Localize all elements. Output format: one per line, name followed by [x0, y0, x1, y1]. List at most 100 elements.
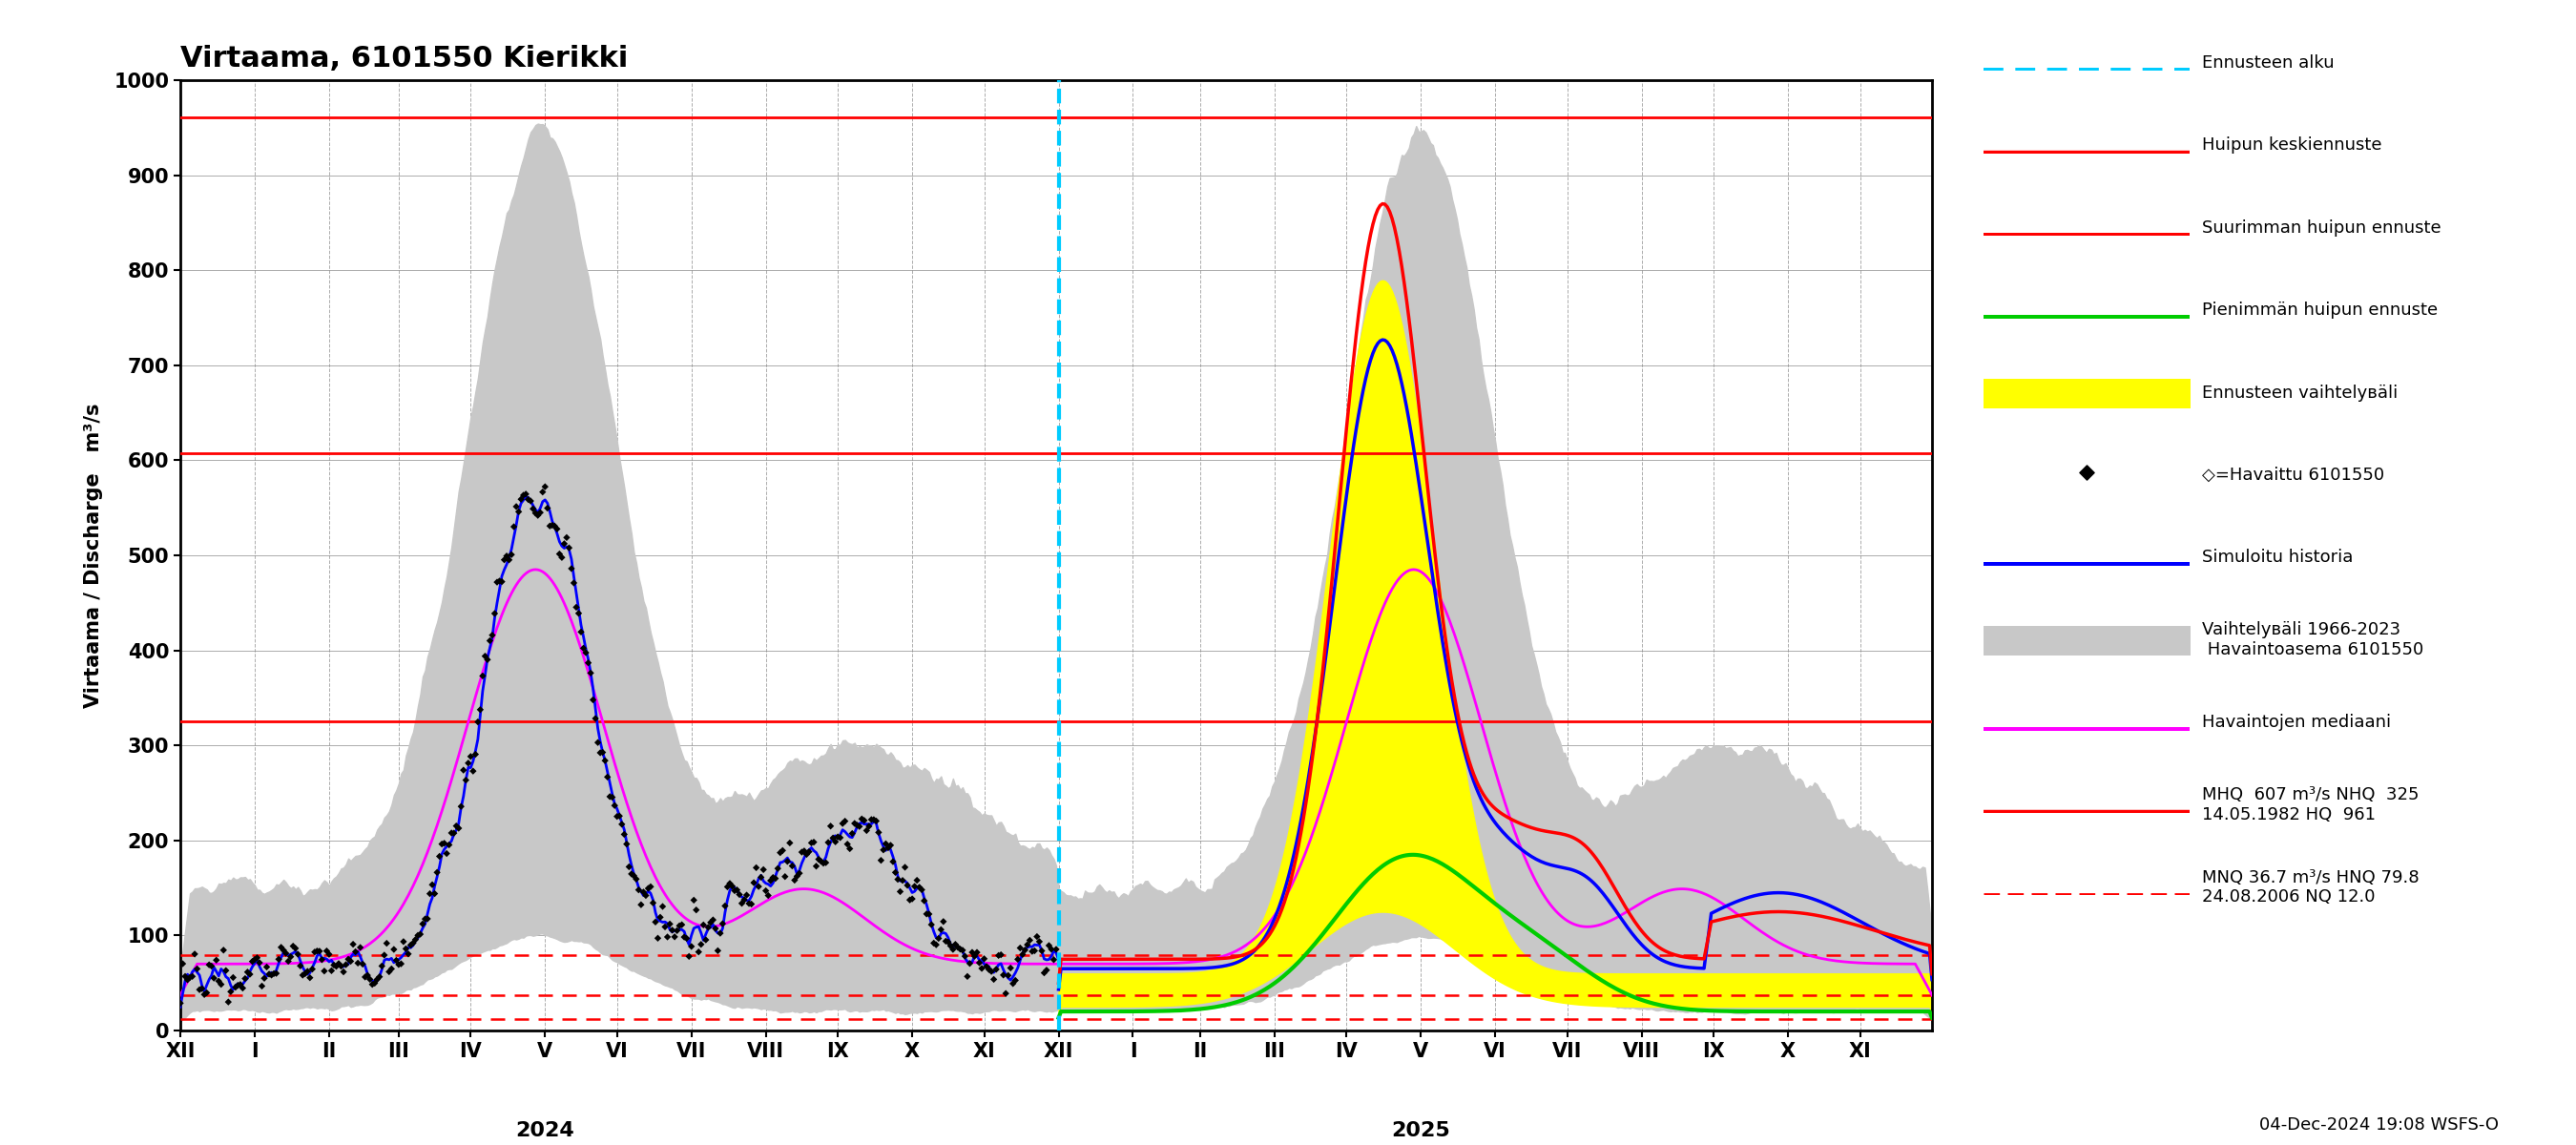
Point — [399, 925, 440, 943]
Point — [786, 845, 827, 863]
Point — [907, 905, 948, 923]
Point — [631, 877, 672, 895]
Point — [773, 856, 814, 875]
Point — [598, 807, 639, 826]
Point — [515, 504, 556, 522]
Point — [703, 915, 744, 933]
Point — [361, 957, 402, 976]
Point — [634, 894, 675, 913]
Point — [314, 956, 355, 974]
Point — [969, 961, 1010, 979]
Point — [193, 969, 234, 987]
Point — [384, 932, 425, 950]
Text: Ennusteen alku: Ennusteen alku — [2202, 54, 2334, 71]
Text: Pienimmän huipun ennuste: Pienimmän huipun ennuste — [2202, 301, 2439, 318]
Point — [219, 976, 260, 994]
Point — [891, 890, 933, 908]
Point — [345, 968, 386, 986]
Point — [958, 954, 999, 972]
Point — [273, 937, 314, 955]
Point — [544, 535, 585, 553]
Point — [948, 954, 989, 972]
Point — [595, 797, 636, 815]
Point — [806, 853, 848, 871]
Point — [976, 961, 1018, 979]
Point — [307, 942, 348, 961]
Point — [866, 835, 907, 853]
Point — [433, 824, 474, 843]
Point — [670, 938, 711, 956]
Point — [878, 883, 920, 901]
Point — [814, 832, 855, 851]
Point — [348, 966, 389, 985]
Point — [961, 960, 1002, 978]
Point — [574, 710, 616, 728]
Point — [209, 993, 250, 1011]
Point — [407, 909, 448, 927]
Point — [291, 960, 332, 978]
Point — [762, 842, 804, 860]
Point — [742, 860, 783, 878]
Point — [623, 883, 665, 901]
Point — [603, 826, 644, 844]
Point — [528, 499, 569, 518]
Point — [711, 877, 752, 895]
Point — [474, 605, 515, 623]
Point — [160, 994, 201, 1012]
Point — [963, 949, 1005, 968]
Point — [634, 913, 675, 931]
Point — [234, 950, 276, 969]
Point — [245, 969, 286, 987]
Point — [389, 935, 430, 954]
Point — [641, 898, 683, 916]
Point — [683, 916, 724, 934]
Point — [559, 605, 600, 623]
Point — [425, 844, 466, 862]
Point — [979, 946, 1020, 964]
Point — [750, 871, 791, 890]
Point — [582, 743, 623, 761]
Point — [270, 948, 312, 966]
Point — [672, 891, 714, 909]
Point — [281, 957, 322, 976]
Point — [657, 922, 698, 940]
Point — [783, 842, 824, 860]
Point — [355, 970, 397, 988]
Point — [1010, 931, 1051, 949]
Point — [296, 942, 337, 961]
Point — [495, 497, 536, 515]
Point — [353, 976, 394, 994]
Point — [837, 816, 878, 835]
Point — [502, 485, 544, 504]
Point — [732, 895, 773, 914]
Point — [1015, 941, 1056, 960]
Point — [817, 828, 858, 846]
Point — [317, 957, 358, 976]
Point — [863, 840, 904, 859]
Point — [286, 962, 327, 980]
Point — [229, 965, 270, 984]
Point — [479, 571, 520, 590]
Point — [294, 942, 335, 961]
Point — [809, 816, 850, 835]
Point — [379, 955, 420, 973]
Point — [317, 955, 358, 973]
Point — [247, 958, 289, 977]
Point — [840, 818, 881, 836]
Point — [1002, 946, 1043, 964]
Point — [507, 490, 549, 508]
Text: Suurimman huipun ennuste: Suurimman huipun ennuste — [2202, 219, 2442, 236]
Point — [943, 941, 984, 960]
Point — [953, 947, 994, 965]
Point — [492, 545, 533, 563]
Point — [268, 953, 309, 971]
Point — [440, 797, 482, 815]
Point — [881, 871, 922, 890]
Point — [618, 881, 659, 899]
Point — [858, 823, 899, 842]
Point — [737, 877, 778, 895]
Point — [757, 859, 799, 877]
Point — [167, 971, 209, 989]
Point — [513, 499, 554, 518]
Point — [791, 834, 832, 852]
